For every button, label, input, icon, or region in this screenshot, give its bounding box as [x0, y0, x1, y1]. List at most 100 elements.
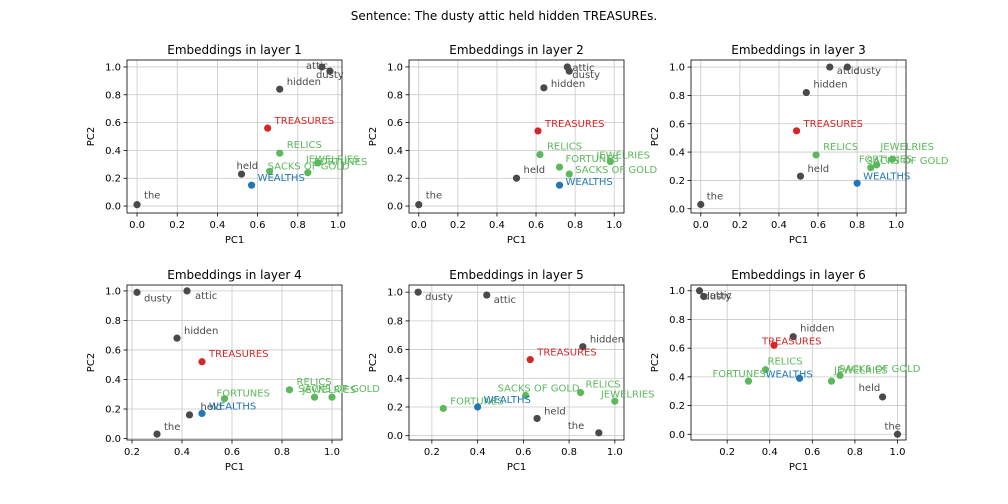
point-label-fortunes: FORTUNES	[712, 369, 765, 380]
x-tick-label: 0.6	[515, 447, 531, 458]
point-label-relics: RELICS	[823, 142, 858, 153]
point-label-the: the	[568, 421, 584, 432]
point-label-jewelries: JEWELRIES	[600, 389, 655, 400]
y-axis-label: PC2	[368, 353, 379, 372]
point-attic	[183, 287, 191, 295]
y-tick-label: 0.0	[669, 430, 685, 441]
panel-title: Embeddings in layer 5	[449, 268, 583, 282]
point-wealths	[853, 179, 861, 187]
point-label-held: held	[237, 161, 259, 172]
point-label-sacks-of-gold: SACKS OF GOLD	[838, 364, 920, 375]
x-tick-label: 0.8	[274, 447, 290, 458]
point-treasures	[534, 127, 542, 135]
axes-frame	[408, 59, 625, 214]
y-tick-label: 0.4	[669, 372, 685, 383]
point-treasures	[198, 358, 206, 366]
y-tick-label: 0.2	[669, 176, 685, 187]
y-tick-label: 0.2	[387, 174, 403, 185]
x-axis-label: PC1	[789, 235, 808, 246]
x-tick-label: 0.8	[849, 220, 865, 231]
y-tick-label: 0.6	[387, 118, 403, 129]
x-tick-label: 0.4	[174, 447, 190, 458]
chart-panel-layer-6: 0.2 0.4 0.6 0.8 1.0 0.0 0.2 0.4 0.6 0.8 1.0 Embeddi…	[650, 268, 921, 473]
point-label-dusty: dusty	[853, 66, 881, 77]
point-hidden	[173, 334, 181, 342]
x-tick-label: 0.6	[804, 447, 820, 458]
point-the	[697, 200, 705, 209]
point-label-held: held	[859, 383, 881, 394]
y-tick-label: 0.2	[105, 405, 121, 416]
y-tick-label: 0.8	[669, 91, 685, 102]
point-sacks-of-gold	[565, 170, 573, 178]
point-label-hidden: hidden	[551, 79, 585, 90]
x-tick-label: 0.0	[129, 220, 145, 231]
y-tick-label: 0.4	[387, 374, 403, 385]
x-tick-label: 0.2	[732, 220, 748, 231]
point-label-jewelries: JEWELRIES	[879, 142, 934, 153]
y-tick-label: 0.8	[105, 90, 121, 101]
x-tick-label: 0.6	[250, 220, 266, 231]
point-label-dusty: dusty	[316, 70, 344, 81]
point-label-relics: RELICS	[768, 357, 803, 368]
point-fortunes	[867, 164, 875, 172]
point-held	[512, 174, 521, 182]
x-tick-label: 0.0	[411, 220, 427, 231]
x-tick-label: 0.4	[489, 220, 505, 231]
chart-panel-layer-2: 0.0 0.2 0.4 0.6 0.8 1.0 0.0 0.2 0.4 0.6 0.8 1.0 Embe…	[368, 43, 658, 246]
y-axis-label: PC2	[86, 127, 97, 146]
x-axis-label: PC1	[225, 235, 244, 246]
point-relics	[576, 389, 585, 397]
point-label-relics: RELICS	[547, 142, 582, 153]
y-axis-label: PC2	[368, 127, 379, 146]
x-tick-label: 0.2	[424, 447, 440, 458]
y-tick-label: 0.4	[105, 146, 121, 157]
chart-panel-layer-4: 0.2 0.4 0.6 0.8 1.00.00.20.40.60.81.0Embeddi…	[86, 268, 380, 473]
point-label-fortunes: FORTUNES	[450, 396, 503, 407]
point-sacks-of-gold	[266, 167, 274, 175]
point-label-the: the	[144, 191, 160, 202]
point-label-sacks-of-gold: SACKS OF GOLD	[575, 165, 657, 176]
point-jewelries	[606, 157, 614, 166]
y-tick-label: 0.0	[105, 202, 121, 213]
y-axis-label: PC2	[650, 127, 661, 146]
point-label-wealths: WEALTHS	[484, 395, 531, 406]
x-tick-label: 0.6	[528, 220, 544, 231]
point-hidden	[540, 84, 548, 92]
point-attic	[318, 63, 326, 71]
y-tick-label: 0.4	[669, 148, 685, 159]
point-label-the: the	[707, 192, 723, 203]
x-tick-label: 0.8	[290, 220, 306, 231]
point-jewelries	[304, 169, 312, 177]
point-hidden	[276, 85, 284, 93]
point-treasures	[526, 356, 534, 364]
point-wealths	[795, 374, 804, 382]
point-label-hidden: hidden	[287, 77, 321, 88]
point-label-hidden: hidden	[184, 326, 218, 337]
y-tick-label: 0.6	[669, 119, 685, 130]
point-sacks-of-gold	[827, 377, 836, 385]
y-tick-label: 1.0	[387, 288, 403, 299]
point-label-treasures: TREASURES	[536, 348, 597, 359]
point-label-hidden: hidden	[590, 335, 624, 346]
figure-suptitle: Sentence: The dusty attic held hidden TR…	[351, 9, 657, 23]
x-tick-label: 0.8	[561, 447, 577, 458]
point-label-dusty: dusty	[144, 293, 172, 304]
x-tick-label: 0.8	[847, 447, 863, 458]
point-jewelries	[611, 397, 619, 405]
y-tick-label: 0.2	[387, 402, 403, 413]
x-axis-label: PC1	[507, 462, 526, 473]
point-label-attic: attic	[494, 295, 516, 306]
point-held	[533, 414, 541, 423]
point-label-hidden: hidden	[800, 324, 834, 335]
point-dusty	[133, 288, 141, 296]
axes-frame	[690, 59, 907, 214]
y-tick-label: 1.0	[105, 286, 121, 297]
point-label-treasures: TREASURES	[803, 119, 864, 130]
x-tick-label: 1.0	[607, 447, 623, 458]
point-label-wealths: WEALTHS	[209, 401, 256, 412]
panel-title: Embeddings in layer 4	[167, 268, 301, 282]
y-tick-label: 1.0	[105, 62, 121, 73]
x-tick-label: 1.0	[330, 220, 346, 231]
y-tick-label: 1.0	[387, 62, 403, 73]
x-axis-label: PC1	[225, 462, 244, 473]
